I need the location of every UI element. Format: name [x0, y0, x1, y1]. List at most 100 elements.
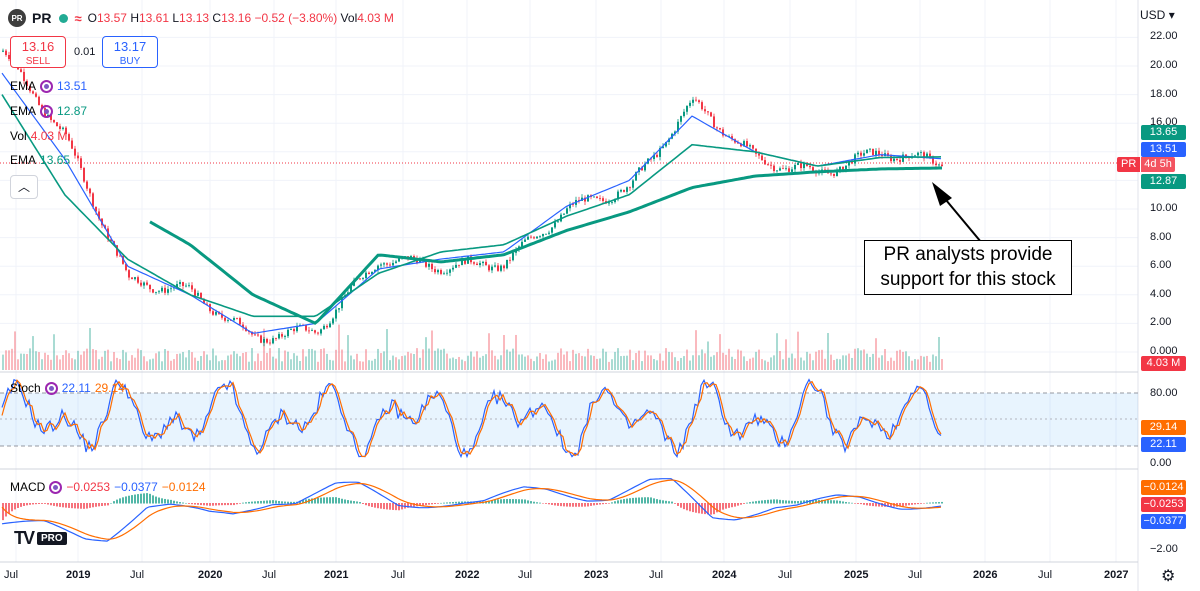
macd-hist-bar	[275, 500, 277, 504]
market-status-dot[interactable]	[59, 13, 69, 23]
volume-bar	[497, 359, 499, 370]
macd-hist-bar	[452, 502, 454, 504]
candle-body	[686, 105, 688, 112]
volume-bar	[563, 354, 565, 370]
gear-icon[interactable]: ⚙	[1161, 568, 1176, 585]
candle-body	[239, 318, 241, 325]
macd-hist-bar	[434, 503, 436, 504]
sell-button[interactable]: 13.16 SELL	[10, 36, 66, 68]
macd-hist-bar	[836, 500, 838, 504]
currency-selector[interactable]: USD ▾	[1140, 8, 1175, 22]
macd-hist-bar	[815, 499, 817, 504]
volume-bar	[800, 357, 802, 370]
macd-hist-bar	[677, 503, 679, 506]
macd-hist-bar	[899, 503, 901, 507]
time-axis-label: 2020	[198, 569, 223, 581]
volume-bar	[110, 361, 112, 370]
volume-bar	[680, 357, 682, 370]
tradingview-logo[interactable]: TV PRO	[14, 528, 67, 549]
candle-body	[56, 122, 58, 127]
indicator-ema-1[interactable]: EMA 13.51	[10, 79, 88, 93]
annotation-callout[interactable]: PR analysts provide support for this sto…	[864, 240, 1072, 295]
volume-bar	[746, 361, 748, 370]
indicator-macd[interactable]: MACD −0.0253 −0.0377 −0.0124	[10, 480, 206, 494]
volume-bar	[425, 337, 427, 370]
candle-body	[512, 252, 514, 261]
candle-body	[836, 169, 838, 176]
indicator-ema-3[interactable]: EMA 13.65	[10, 153, 71, 167]
price-axis-label: 20.00	[1150, 59, 1178, 71]
indicator-volume[interactable]: Vol 4.03 M	[10, 129, 68, 143]
volume-bar	[830, 354, 832, 370]
collapse-indicators-button[interactable]: ︿	[10, 175, 38, 199]
indicator-settings-icon[interactable]	[44, 381, 58, 395]
symbol-header[interactable]: PR PR ≈ O13.57 H13.61 L13.13 C13.16 −0.5…	[8, 9, 394, 27]
macd-hist-bar	[251, 501, 253, 504]
volume-bar	[86, 348, 88, 370]
macd-hist-bar	[380, 503, 382, 509]
time-axis-label: Jul	[778, 569, 793, 581]
macd-hist-bar	[740, 503, 742, 505]
macd-hist-bar	[845, 501, 847, 504]
macd-hist-bar	[812, 499, 814, 504]
price-candles	[2, 48, 943, 347]
candle-body	[146, 282, 148, 285]
candle-body	[761, 155, 763, 161]
macd-hist-bar	[200, 503, 202, 506]
candle-body	[20, 69, 22, 72]
macd-hist-bar	[641, 497, 643, 504]
volume-bar	[542, 358, 544, 370]
volume-bar	[698, 355, 700, 370]
volume-bar	[716, 352, 718, 370]
candle-body	[158, 291, 160, 293]
candle-body	[545, 233, 547, 235]
volume-bar	[659, 353, 661, 370]
indicator-settings-icon[interactable]	[49, 480, 63, 494]
macd-hist-bar	[290, 501, 292, 504]
volume-bar	[668, 351, 670, 370]
volume-bar	[344, 361, 346, 370]
macd-hist-bar	[218, 503, 220, 506]
macd-hist-bar	[11, 503, 13, 512]
macd-hist-bar	[422, 503, 424, 506]
volume-bar	[929, 361, 931, 370]
volume-bar	[314, 350, 316, 370]
volume-bar	[620, 356, 622, 370]
ema-line-green	[1, 94, 942, 318]
macd-hist-bar	[410, 503, 412, 508]
macd-hist-bar	[734, 503, 736, 507]
candle-body	[620, 189, 622, 192]
macd-hist-bar	[53, 503, 55, 506]
buy-button[interactable]: 13.17 BUY	[102, 36, 158, 68]
candle-body	[8, 54, 10, 60]
wave-icon[interactable]: ≈	[74, 10, 82, 26]
ema-line-slow	[149, 166, 942, 325]
volume-bar	[167, 350, 169, 370]
last-price-tag: PR 4d 5h	[1117, 157, 1175, 172]
volume-bar	[245, 352, 247, 370]
macd-hist-bar	[779, 499, 781, 504]
volume-bar	[686, 349, 688, 370]
candle-body	[98, 211, 100, 219]
symbol-name[interactable]: PR	[32, 10, 52, 26]
macd-hist-bar	[425, 503, 427, 506]
macd-hist-bar	[689, 503, 691, 512]
indicator-ema-2[interactable]: EMA 12.87	[10, 104, 88, 118]
candle-body	[737, 142, 739, 144]
time-axis-label: Jul	[391, 569, 406, 581]
indicator-stoch[interactable]: Stoch 22.11 29.14	[10, 381, 125, 395]
candle-body	[785, 168, 787, 170]
indicator-settings-icon[interactable]	[40, 104, 54, 118]
macd-hist-bar	[197, 503, 199, 505]
indicator-settings-icon[interactable]	[40, 79, 54, 93]
candle-body	[773, 165, 775, 171]
macd-hist-bar	[299, 500, 301, 504]
volume-bar	[761, 359, 763, 370]
macd-hist-bar	[605, 503, 607, 504]
volume-bar	[23, 353, 25, 370]
macd-hist-bar	[749, 502, 751, 504]
stoch-axis-0: 0.00	[1150, 457, 1172, 469]
volume-bar	[203, 351, 205, 370]
candle-body	[656, 154, 658, 157]
